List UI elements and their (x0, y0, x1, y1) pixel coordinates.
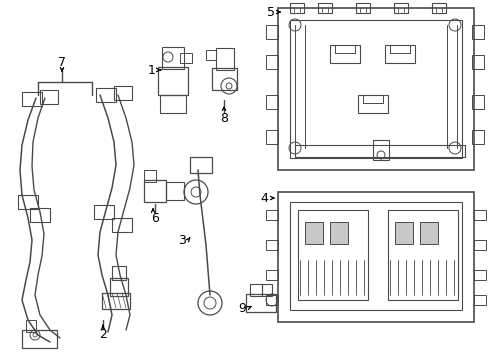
Bar (358, 95, 388, 113)
Bar (472, 55, 484, 69)
Text: 3: 3 (178, 234, 186, 247)
Bar (474, 240, 486, 250)
Bar (144, 180, 166, 202)
Bar (388, 210, 458, 300)
Bar (266, 55, 278, 69)
Bar (96, 88, 116, 102)
Bar (212, 68, 237, 90)
Bar (162, 47, 184, 69)
Bar (395, 222, 413, 244)
Bar (114, 86, 132, 100)
Bar (356, 3, 370, 13)
Bar (30, 208, 50, 222)
Text: 1: 1 (148, 63, 156, 77)
Bar (110, 278, 128, 296)
Bar (266, 210, 278, 220)
Bar (22, 92, 42, 106)
Text: 7: 7 (58, 55, 66, 68)
Bar (298, 210, 368, 300)
Bar (26, 320, 36, 332)
Bar (246, 294, 276, 312)
Bar (290, 202, 462, 310)
Bar (22, 330, 57, 348)
Bar (278, 8, 474, 170)
Bar (144, 170, 156, 182)
Bar (373, 140, 389, 160)
Text: 5: 5 (267, 5, 275, 18)
Bar (166, 182, 184, 200)
Bar (290, 3, 304, 13)
Text: 9: 9 (238, 302, 246, 315)
Bar (318, 3, 332, 13)
Bar (112, 218, 132, 232)
Bar (432, 3, 446, 13)
Bar (216, 48, 234, 70)
Bar (266, 130, 278, 144)
Text: 2: 2 (99, 328, 107, 342)
Text: 4: 4 (260, 192, 268, 204)
Bar (394, 3, 408, 13)
Bar (180, 53, 192, 63)
Bar (290, 20, 462, 158)
Bar (266, 270, 278, 280)
Bar (330, 45, 360, 63)
Bar (206, 50, 216, 60)
Bar (18, 195, 38, 209)
Bar (250, 284, 262, 296)
Bar (420, 222, 438, 244)
Bar (266, 25, 278, 39)
Bar (262, 284, 272, 296)
Bar (472, 25, 484, 39)
Bar (278, 192, 474, 322)
Bar (266, 295, 278, 305)
Bar (266, 240, 278, 250)
Bar (472, 130, 484, 144)
Bar (474, 210, 486, 220)
Bar (158, 67, 188, 95)
Bar (160, 95, 186, 113)
Bar (385, 45, 415, 63)
Bar (40, 90, 58, 104)
Bar (266, 95, 278, 109)
Bar (190, 157, 212, 173)
Bar (474, 270, 486, 280)
Bar (112, 266, 126, 280)
Bar (472, 95, 484, 109)
Bar (305, 222, 323, 244)
Bar (102, 293, 130, 309)
Bar (295, 145, 465, 157)
Bar (94, 205, 114, 219)
Text: 8: 8 (220, 112, 228, 125)
Text: 6: 6 (151, 212, 159, 225)
Bar (330, 222, 348, 244)
Bar (474, 295, 486, 305)
